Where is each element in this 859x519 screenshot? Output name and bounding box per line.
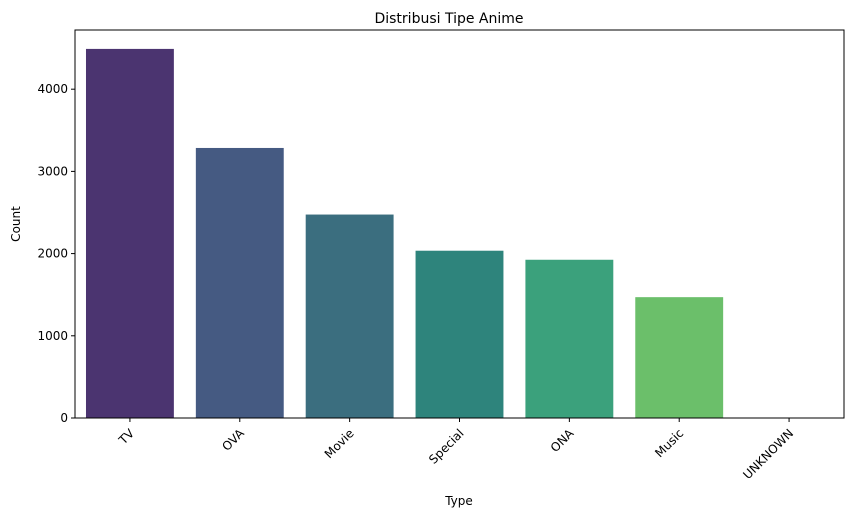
x-tick-label: TV	[115, 426, 137, 448]
bar-special	[415, 250, 504, 418]
x-tick-label: ONA	[548, 426, 577, 455]
y-axis-label: Count	[9, 206, 23, 242]
x-tick-label: Music	[652, 426, 686, 460]
bar-music	[635, 297, 724, 418]
y-tick-label: 2000	[37, 247, 68, 261]
bars	[85, 48, 724, 419]
x-tick-label: Movie	[322, 426, 357, 461]
x-tick-label: UNKNOWN	[740, 426, 796, 482]
x-tick-label: OVA	[219, 426, 247, 454]
y-tick-label: 3000	[37, 164, 68, 178]
x-tick-label: Special	[426, 426, 466, 466]
bar-ova	[195, 147, 284, 419]
y-tick-label: 4000	[37, 82, 68, 96]
x-axis: TV OVA Movie Special ONA Music UNKNOWN	[115, 418, 796, 482]
bar-ona	[525, 259, 614, 418]
chart-title: Distribusi Tipe Anime	[374, 11, 523, 27]
y-tick-label: 0	[60, 411, 68, 425]
bar-tv	[85, 48, 174, 419]
bar-movie	[305, 214, 394, 418]
y-tick-label: 1000	[37, 329, 68, 343]
y-axis: 0 1000 2000 3000 4000	[37, 82, 75, 425]
x-axis-label: Type	[444, 494, 473, 508]
